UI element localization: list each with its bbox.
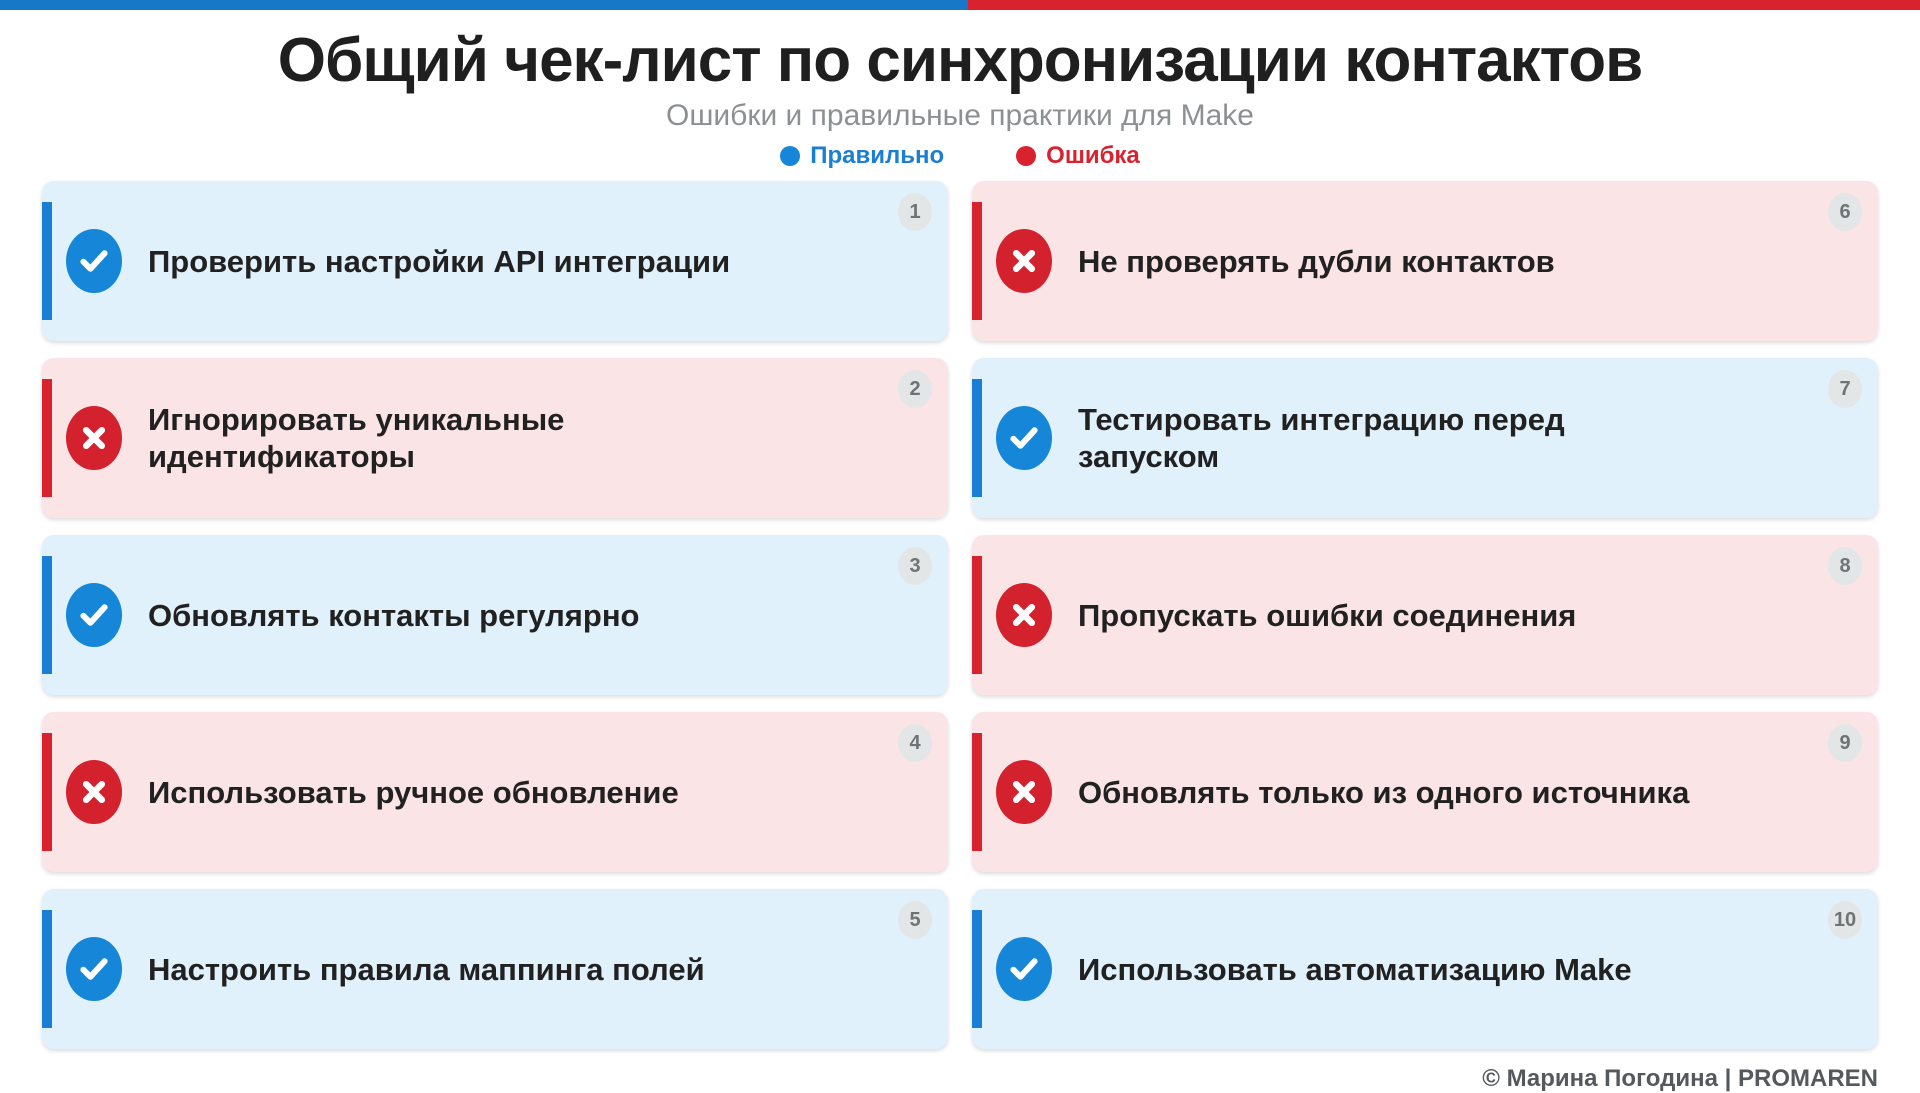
checklist-card: Тестировать интеграцию перед запуском 7 (972, 358, 1878, 519)
card-accent-bar (42, 379, 52, 498)
cross-icon (1012, 781, 1036, 804)
card-number-badge: 6 (1828, 193, 1862, 232)
card-text: Пропускать ошибки соединения (1078, 597, 1577, 633)
checklist-column-right: Не проверять дубли контактов 6 Тестирова… (972, 181, 1878, 1050)
status-icon (66, 583, 122, 648)
card-number-badge: 7 (1828, 370, 1862, 409)
legend-item-error: Ошибка (1016, 142, 1140, 170)
card-text: Игнорировать уникальные идентификаторы (148, 401, 565, 475)
card-number-badge: 10 (1828, 901, 1862, 940)
legend-label-error: Ошибка (1046, 142, 1140, 170)
red-dot-icon (1016, 146, 1037, 167)
card-text: Не проверять дубли контактов (1078, 243, 1555, 279)
card-text: Проверить настройки API интеграции (148, 243, 731, 279)
card-text: Тестировать интеграцию перед запуском (1078, 401, 1565, 475)
page-title: Общий чек-лист по синхронизации контакто… (277, 26, 1643, 95)
card-text: Использовать ручное обновление (148, 774, 679, 810)
card-accent-bar (972, 202, 982, 321)
status-icon (996, 760, 1052, 825)
blue-dot-icon (780, 146, 801, 167)
card-accent-bar (42, 202, 52, 321)
status-icon (66, 760, 122, 825)
card-accent-bar (42, 733, 52, 852)
cross-icon (82, 427, 106, 450)
cross-icon (1012, 604, 1036, 627)
status-icon (66, 406, 122, 471)
status-icon (996, 406, 1052, 471)
status-icon (66, 229, 122, 294)
legend-label-correct: Правильно (810, 142, 945, 170)
check-icon (1010, 958, 1038, 981)
check-icon (80, 250, 108, 273)
top-bar-blue-segment (0, 0, 968, 10)
checklist-card: Пропускать ошибки соединения 8 (972, 535, 1878, 696)
card-accent-bar (972, 556, 982, 675)
checklist-card: Обновлять только из одного источника 9 (972, 712, 1878, 873)
credit-line: © Марина Погодина | PROMAREN (1482, 1065, 1878, 1093)
card-number-badge: 2 (898, 370, 932, 409)
card-accent-bar (972, 910, 982, 1029)
card-number-badge: 1 (898, 193, 932, 232)
status-icon (996, 583, 1052, 648)
checklist-card: Не проверять дубли контактов 6 (972, 181, 1878, 342)
checklist-column-left: Проверить настройки API интеграции 1 Игн… (42, 181, 948, 1050)
status-icon (996, 229, 1052, 294)
card-accent-bar (42, 556, 52, 675)
status-icon (66, 937, 122, 1002)
check-icon (80, 958, 108, 981)
legend: Правильно Ошибка (0, 141, 1920, 171)
check-icon (1010, 427, 1038, 450)
checklist-card: Обновлять контакты регулярно 3 (42, 535, 948, 696)
legend-item-correct: Правильно (780, 142, 944, 170)
top-bar-red-segment (967, 0, 1920, 10)
card-number-badge: 8 (1828, 547, 1862, 586)
card-accent-bar (972, 733, 982, 852)
card-accent-bar (972, 379, 982, 498)
card-number-badge: 9 (1828, 724, 1862, 763)
card-number-badge: 4 (898, 724, 932, 763)
check-icon (80, 604, 108, 627)
status-icon (996, 937, 1052, 1002)
card-number-badge: 5 (898, 901, 932, 940)
card-number-badge: 3 (898, 547, 932, 586)
top-accent-bar (0, 0, 1920, 10)
checklist-card: Игнорировать уникальные идентификаторы 2 (42, 358, 948, 519)
checklist-grid: Проверить настройки API интеграции 1 Игн… (42, 181, 1878, 1050)
card-text: Использовать автоматизацию Make (1078, 951, 1632, 987)
cross-icon (82, 781, 106, 804)
checklist-card: Использовать автоматизацию Make 10 (972, 889, 1878, 1050)
card-text: Настроить правила маппинга полей (148, 951, 705, 987)
card-accent-bar (42, 910, 52, 1029)
card-text: Обновлять контакты регулярно (148, 597, 640, 633)
checklist-card: Использовать ручное обновление 4 (42, 712, 948, 873)
page-subtitle: Ошибки и правильные практики для Make (666, 99, 1254, 133)
checklist-card: Настроить правила маппинга полей 5 (42, 889, 948, 1050)
card-text: Обновлять только из одного источника (1078, 774, 1690, 810)
checklist-card: Проверить настройки API интеграции 1 (42, 181, 948, 342)
cross-icon (1012, 250, 1036, 273)
